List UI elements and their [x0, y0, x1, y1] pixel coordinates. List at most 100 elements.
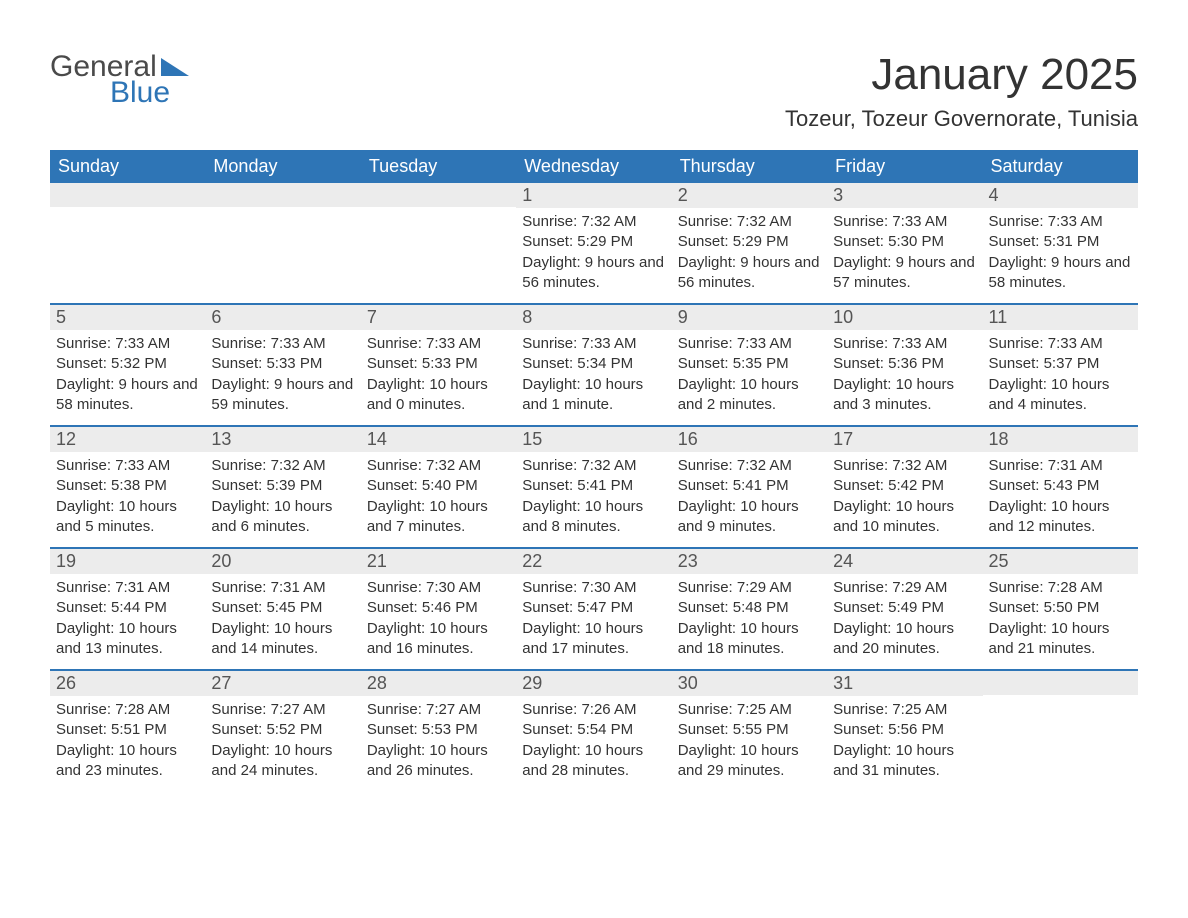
day-body: Sunrise: 7:26 AMSunset: 5:54 PMDaylight:…: [516, 696, 671, 791]
day-info-line: Sunset: 5:31 PM: [989, 232, 1132, 252]
day-cell: 29Sunrise: 7:26 AMSunset: 5:54 PMDayligh…: [516, 671, 671, 791]
day-info-line: Sunrise: 7:33 AM: [522, 334, 665, 354]
day-cell: 10Sunrise: 7:33 AMSunset: 5:36 PMDayligh…: [827, 305, 982, 425]
day-info-line: Daylight: 10 hours and 16 minutes.: [367, 619, 510, 660]
day-info-line: Sunset: 5:54 PM: [522, 720, 665, 740]
day-info-line: Sunset: 5:48 PM: [678, 598, 821, 618]
day-body: Sunrise: 7:32 AMSunset: 5:39 PMDaylight:…: [205, 452, 360, 547]
day-info-line: Daylight: 9 hours and 59 minutes.: [211, 375, 354, 416]
day-info-line: Sunset: 5:52 PM: [211, 720, 354, 740]
day-cell: 19Sunrise: 7:31 AMSunset: 5:44 PMDayligh…: [50, 549, 205, 669]
day-info-line: Daylight: 10 hours and 0 minutes.: [367, 375, 510, 416]
day-info-line: Sunrise: 7:32 AM: [522, 456, 665, 476]
week-row: 5Sunrise: 7:33 AMSunset: 5:32 PMDaylight…: [50, 303, 1138, 425]
day-body: Sunrise: 7:30 AMSunset: 5:47 PMDaylight:…: [516, 574, 671, 669]
day-info-line: Sunrise: 7:33 AM: [989, 334, 1132, 354]
day-body: Sunrise: 7:33 AMSunset: 5:37 PMDaylight:…: [983, 330, 1138, 425]
day-cell: 23Sunrise: 7:29 AMSunset: 5:48 PMDayligh…: [672, 549, 827, 669]
day-info-line: Sunset: 5:37 PM: [989, 354, 1132, 374]
title-block: January 2025 Tozeur, Tozeur Governorate,…: [785, 50, 1138, 132]
day-info-line: Daylight: 9 hours and 58 minutes.: [56, 375, 199, 416]
day-info-line: Daylight: 10 hours and 23 minutes.: [56, 741, 199, 782]
day-body: Sunrise: 7:32 AMSunset: 5:29 PMDaylight:…: [672, 208, 827, 303]
week-row: 1Sunrise: 7:32 AMSunset: 5:29 PMDaylight…: [50, 183, 1138, 303]
day-info-line: Sunset: 5:50 PM: [989, 598, 1132, 618]
day-info-line: Sunset: 5:43 PM: [989, 476, 1132, 496]
day-cell: 2Sunrise: 7:32 AMSunset: 5:29 PMDaylight…: [672, 183, 827, 303]
day-cell: 27Sunrise: 7:27 AMSunset: 5:52 PMDayligh…: [205, 671, 360, 791]
day-body: Sunrise: 7:31 AMSunset: 5:43 PMDaylight:…: [983, 452, 1138, 547]
day-number: 23: [672, 549, 827, 574]
day-info-line: Sunset: 5:35 PM: [678, 354, 821, 374]
weekday-label: Monday: [205, 150, 360, 183]
day-cell: 21Sunrise: 7:30 AMSunset: 5:46 PMDayligh…: [361, 549, 516, 669]
day-info-line: Daylight: 9 hours and 57 minutes.: [833, 253, 976, 294]
logo-text-blue: Blue: [110, 76, 170, 110]
day-number: 16: [672, 427, 827, 452]
day-info-line: Sunset: 5:53 PM: [367, 720, 510, 740]
day-cell: 12Sunrise: 7:33 AMSunset: 5:38 PMDayligh…: [50, 427, 205, 547]
day-info-line: Daylight: 10 hours and 26 minutes.: [367, 741, 510, 782]
day-number: 19: [50, 549, 205, 574]
day-info-line: Sunset: 5:45 PM: [211, 598, 354, 618]
day-info-line: Daylight: 10 hours and 5 minutes.: [56, 497, 199, 538]
day-cell: 20Sunrise: 7:31 AMSunset: 5:45 PMDayligh…: [205, 549, 360, 669]
day-cell: 11Sunrise: 7:33 AMSunset: 5:37 PMDayligh…: [983, 305, 1138, 425]
day-body: Sunrise: 7:31 AMSunset: 5:44 PMDaylight:…: [50, 574, 205, 669]
weekday-label: Friday: [827, 150, 982, 183]
day-info-line: Daylight: 10 hours and 13 minutes.: [56, 619, 199, 660]
day-info-line: Sunrise: 7:33 AM: [833, 334, 976, 354]
day-info-line: Daylight: 10 hours and 7 minutes.: [367, 497, 510, 538]
day-number: 2: [672, 183, 827, 208]
day-body: Sunrise: 7:33 AMSunset: 5:34 PMDaylight:…: [516, 330, 671, 425]
day-info-line: Sunrise: 7:33 AM: [211, 334, 354, 354]
day-info-line: Sunset: 5:44 PM: [56, 598, 199, 618]
day-info-line: Daylight: 10 hours and 17 minutes.: [522, 619, 665, 660]
day-info-line: Sunrise: 7:32 AM: [678, 456, 821, 476]
day-info-line: Sunrise: 7:29 AM: [833, 578, 976, 598]
day-info-line: Daylight: 10 hours and 29 minutes.: [678, 741, 821, 782]
day-number: [205, 183, 360, 207]
day-cell: 16Sunrise: 7:32 AMSunset: 5:41 PMDayligh…: [672, 427, 827, 547]
day-info-line: Daylight: 10 hours and 24 minutes.: [211, 741, 354, 782]
day-cell: [205, 183, 360, 303]
day-number: 6: [205, 305, 360, 330]
day-info-line: Daylight: 10 hours and 6 minutes.: [211, 497, 354, 538]
day-number: 30: [672, 671, 827, 696]
day-info-line: Daylight: 10 hours and 2 minutes.: [678, 375, 821, 416]
day-info-line: Sunrise: 7:27 AM: [211, 700, 354, 720]
week-row: 12Sunrise: 7:33 AMSunset: 5:38 PMDayligh…: [50, 425, 1138, 547]
day-body: Sunrise: 7:33 AMSunset: 5:38 PMDaylight:…: [50, 452, 205, 547]
week-row: 26Sunrise: 7:28 AMSunset: 5:51 PMDayligh…: [50, 669, 1138, 791]
day-cell: 3Sunrise: 7:33 AMSunset: 5:30 PMDaylight…: [827, 183, 982, 303]
day-number: 22: [516, 549, 671, 574]
day-info-line: Sunset: 5:46 PM: [367, 598, 510, 618]
weeks-container: 1Sunrise: 7:32 AMSunset: 5:29 PMDaylight…: [50, 183, 1138, 791]
day-info-line: Sunrise: 7:33 AM: [833, 212, 976, 232]
day-body: Sunrise: 7:32 AMSunset: 5:40 PMDaylight:…: [361, 452, 516, 547]
day-info-line: Daylight: 10 hours and 21 minutes.: [989, 619, 1132, 660]
day-info-line: Sunrise: 7:26 AM: [522, 700, 665, 720]
day-cell: [50, 183, 205, 303]
day-cell: 26Sunrise: 7:28 AMSunset: 5:51 PMDayligh…: [50, 671, 205, 791]
day-info-line: Daylight: 10 hours and 18 minutes.: [678, 619, 821, 660]
day-body: Sunrise: 7:32 AMSunset: 5:42 PMDaylight:…: [827, 452, 982, 547]
day-cell: 17Sunrise: 7:32 AMSunset: 5:42 PMDayligh…: [827, 427, 982, 547]
day-info-line: Daylight: 10 hours and 9 minutes.: [678, 497, 821, 538]
day-info-line: Sunrise: 7:32 AM: [522, 212, 665, 232]
day-info-line: Daylight: 10 hours and 1 minute.: [522, 375, 665, 416]
day-info-line: Daylight: 10 hours and 3 minutes.: [833, 375, 976, 416]
day-number: 21: [361, 549, 516, 574]
day-number: 18: [983, 427, 1138, 452]
day-number: [361, 183, 516, 207]
day-body: Sunrise: 7:33 AMSunset: 5:31 PMDaylight:…: [983, 208, 1138, 303]
day-number: 9: [672, 305, 827, 330]
day-cell: 5Sunrise: 7:33 AMSunset: 5:32 PMDaylight…: [50, 305, 205, 425]
day-info-line: Sunrise: 7:27 AM: [367, 700, 510, 720]
day-info-line: Sunset: 5:33 PM: [211, 354, 354, 374]
day-body: [50, 207, 205, 303]
day-info-line: Sunrise: 7:31 AM: [211, 578, 354, 598]
day-body: Sunrise: 7:27 AMSunset: 5:53 PMDaylight:…: [361, 696, 516, 791]
day-body: Sunrise: 7:33 AMSunset: 5:33 PMDaylight:…: [361, 330, 516, 425]
day-info-line: Daylight: 9 hours and 58 minutes.: [989, 253, 1132, 294]
